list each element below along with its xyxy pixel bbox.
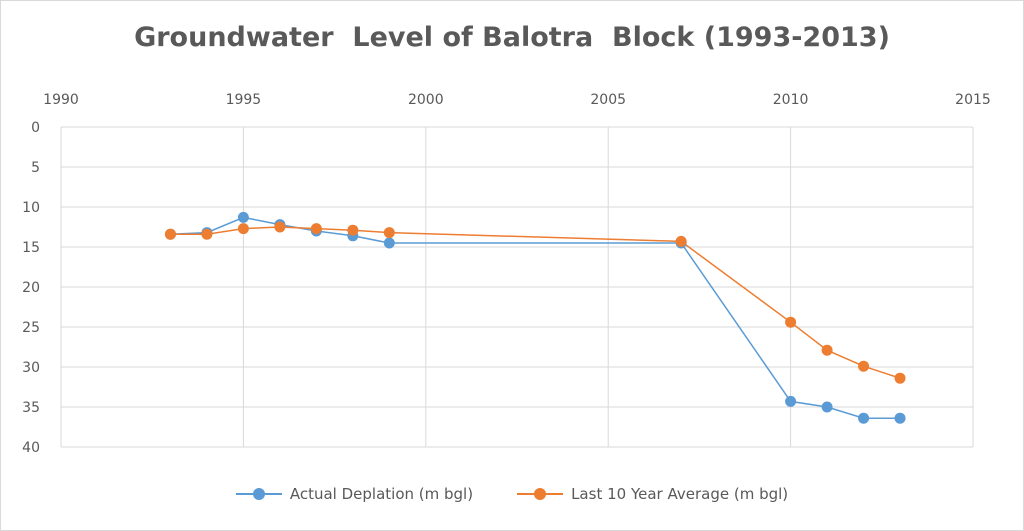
data-point-series-2 [675,235,687,247]
y-tick-label: 5 [31,160,40,176]
x-tick-label: 2005 [590,92,626,108]
legend-label: Last 10 Year Average (m bgl) [571,485,789,503]
data-point-series-1 [894,412,906,424]
data-point-series-2 [310,223,322,235]
x-tick-label: 2010 [773,92,809,108]
data-point-series-2 [274,221,286,233]
x-tick-label: 1995 [226,92,262,108]
y-tick-label: 40 [22,440,40,456]
data-point-series-2 [164,228,176,240]
series-line-1 [170,216,901,419]
series-line-2 [170,226,901,379]
chart-title: Groundwater Level of Balotra Block (1993… [134,22,890,53]
legend-item: Last 10 Year Average (m bgl) [517,485,788,503]
x-tick-label: 2015 [955,92,991,108]
data-point-series-2 [858,360,870,372]
legend-label: Actual Deplation (m bgl) [289,485,474,503]
y-tick-label: 10 [22,200,40,216]
data-point-series-1 [237,211,249,223]
data-point-series-2 [347,224,359,236]
data-point-series-2 [201,228,213,240]
legend-item: Actual Deplation (m bgl) [235,485,474,503]
data-point-series-1 [821,401,833,413]
data-point-series-2 [237,223,249,235]
y-tick-label: 30 [22,360,40,376]
data-point-series-2 [785,316,797,328]
data-point-series-1 [383,237,395,249]
y-tick-label: 15 [22,240,40,256]
data-point-series-2 [383,227,395,239]
y-tick-label: 25 [22,320,40,336]
legend-marker-icon [517,488,564,500]
x-tick-label: 2000 [408,92,444,108]
legend: Actual Deplation (m bgl) Last 10 Year Ave… [0,482,1024,506]
data-point-series-1 [858,412,870,424]
y-tick-label: 35 [22,400,40,416]
data-point-series-1 [785,395,797,407]
data-point-series-2 [821,344,833,356]
data-point-series-2 [894,372,906,384]
x-tick-label: 1990 [43,92,79,108]
y-tick-label: 0 [31,120,40,136]
legend-marker-icon [235,488,282,500]
y-tick-label: 20 [22,280,40,296]
